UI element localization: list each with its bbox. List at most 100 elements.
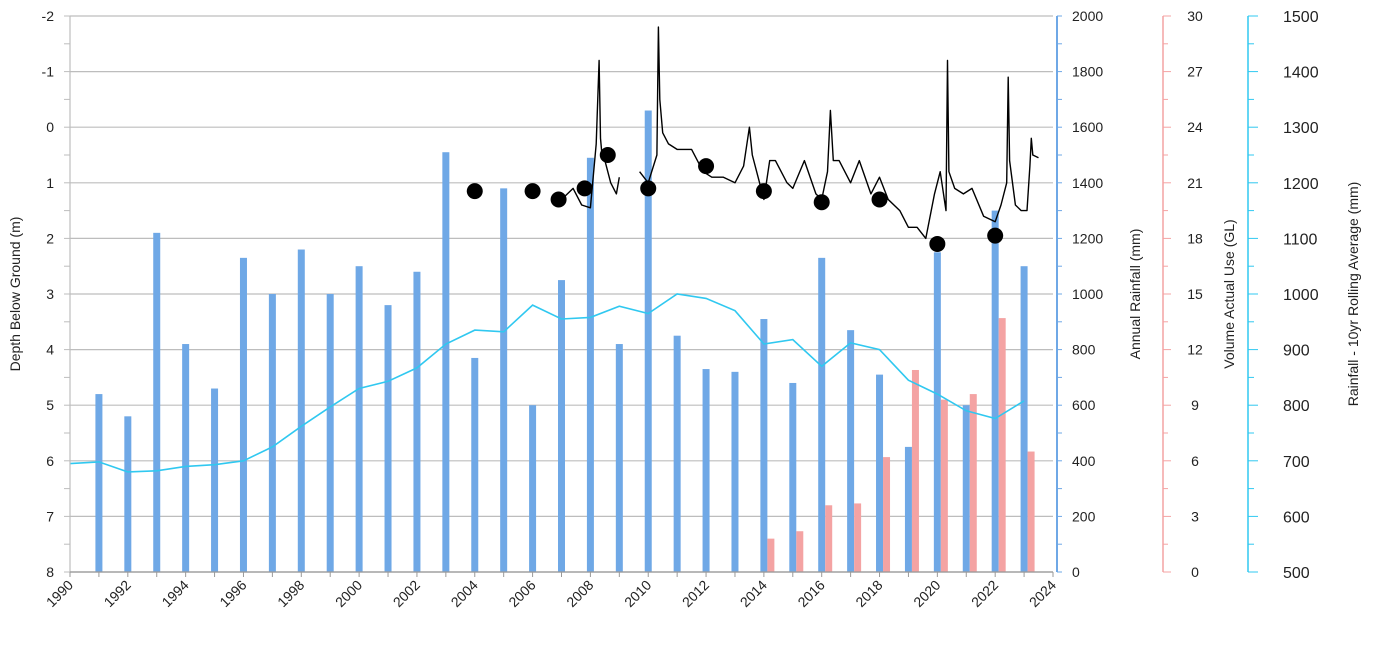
rainfall-bar [297, 249, 305, 572]
volume-bar [854, 503, 862, 572]
depth-point [599, 147, 616, 163]
depth-tick-label: 6 [46, 453, 54, 469]
rainfall-bar [413, 271, 421, 572]
depth-tick-label: 7 [46, 508, 54, 524]
rolling-average-line [69, 293, 1025, 473]
depth-tick-label: 1 [46, 175, 54, 191]
rolling-tick-label: 900 [1283, 343, 1310, 360]
volume-tick-label: 21 [1187, 175, 1203, 191]
x-tick-label: 2004 [448, 577, 481, 610]
depth-point [550, 191, 567, 208]
depth-point [755, 183, 772, 200]
volume-tick-label: 9 [1191, 397, 1199, 413]
rolling-tick-label: 500 [1283, 565, 1310, 582]
depth-point [929, 235, 946, 252]
depth-point [524, 183, 541, 200]
rolling-tick-label: 1400 [1283, 65, 1319, 82]
x-tick-label: 1992 [101, 577, 134, 610]
depth-series-segment [639, 26, 1039, 240]
depth-point [871, 191, 888, 208]
rolling-tick-label: 1100 [1283, 231, 1318, 248]
rainfall-tick-label: 400 [1072, 453, 1096, 469]
x-tick-label: 2010 [621, 577, 654, 610]
depth-tick-label: 0 [46, 119, 54, 135]
volume-bar [825, 505, 833, 572]
volume-tick-label: 18 [1187, 230, 1203, 246]
volume-tick-label: 15 [1187, 286, 1203, 302]
rolling-tick-label: 600 [1283, 509, 1310, 526]
rainfall-bar [644, 110, 652, 573]
x-tick-label: 1994 [158, 577, 191, 610]
rainfall-tick-label: 800 [1072, 342, 1096, 358]
rainfall-bar [326, 294, 334, 572]
volume-bar [767, 538, 775, 572]
volume-tick-label: 27 [1187, 64, 1203, 80]
depth-point [576, 180, 593, 197]
x-tick-label: 2002 [390, 577, 423, 610]
volume-tick-label: 0 [1191, 564, 1199, 580]
depth-tick-label: 4 [46, 342, 54, 358]
rainfall-bar [702, 369, 710, 572]
rainfall-bar [876, 374, 884, 572]
x-tick-label: 2006 [505, 577, 538, 610]
rolling-tick-label: 800 [1283, 398, 1310, 415]
rainfall-bar [268, 294, 276, 572]
rainfall-bar [615, 344, 623, 572]
rainfall-bar [673, 335, 681, 572]
volume-bar [883, 457, 891, 572]
depth-point [698, 158, 715, 175]
rainfall-bar [760, 319, 768, 572]
x-tick-label: 2022 [968, 577, 1001, 610]
volume-tick-label: 3 [1191, 508, 1199, 524]
rainfall-bar [847, 330, 855, 572]
rainfall-bar [500, 188, 508, 573]
rolling-axis-title: Rainfall - 10yr Rolling Average (mm) [1345, 182, 1361, 407]
x-tick-label: 2018 [852, 577, 885, 610]
x-tick-label: 2012 [679, 577, 712, 610]
x-tick-label: 2016 [794, 577, 827, 610]
rainfall-bar [933, 252, 941, 573]
volume-bar [796, 531, 804, 572]
rainfall-bar [1020, 266, 1028, 572]
rainfall-bar [471, 357, 479, 572]
x-tick-label: 1996 [216, 577, 249, 610]
volume-use-bars [767, 318, 1035, 572]
depth-point [466, 183, 483, 200]
rainfall-tick-label: 0 [1072, 564, 1080, 580]
rolling-average-series [69, 293, 1025, 473]
depth-tick-label: 5 [46, 397, 54, 413]
rainfall-bar [731, 371, 739, 572]
rainfall-tick-label: 1000 [1072, 286, 1103, 302]
depth-point [813, 194, 830, 211]
x-tick-label: 1998 [274, 577, 307, 610]
depth-tick-label: 8 [46, 564, 54, 580]
rolling-tick-label: 1000 [1283, 287, 1319, 304]
rainfall-bar [558, 280, 565, 572]
rainfall-bar [239, 257, 247, 572]
rainfall-tick-label: 1400 [1072, 175, 1103, 191]
rainfall-tick-label: 1800 [1072, 64, 1103, 80]
annual-rainfall-bars [95, 110, 1028, 573]
rainfall-bar [442, 152, 450, 572]
depth-tick-label: 3 [46, 286, 54, 302]
depth-point [640, 180, 657, 197]
rainfall-tick-label: 1600 [1072, 119, 1103, 135]
rainfall-bar [153, 232, 161, 572]
rolling-tick-label: 1200 [1283, 176, 1319, 193]
rainfall-bar [962, 405, 970, 572]
rainfall-bar [182, 344, 190, 572]
volume-bar [911, 369, 919, 572]
depth-tick-label: 2 [46, 230, 54, 246]
volume-bar [969, 394, 977, 572]
depth-tick-label: -2 [42, 8, 55, 24]
volume-tick-label: 6 [1191, 453, 1199, 469]
rolling-tick-label: 700 [1283, 454, 1310, 471]
rainfall-tick-label: 600 [1072, 397, 1096, 413]
x-tick-label: 1990 [43, 577, 76, 610]
volume-axis-title: Volume Actual Use (GL) [1221, 219, 1237, 368]
depth-tick-label: -1 [42, 64, 55, 80]
rolling-tick-label: 1500 [1283, 9, 1319, 26]
rainfall-tick-label: 200 [1072, 508, 1096, 524]
